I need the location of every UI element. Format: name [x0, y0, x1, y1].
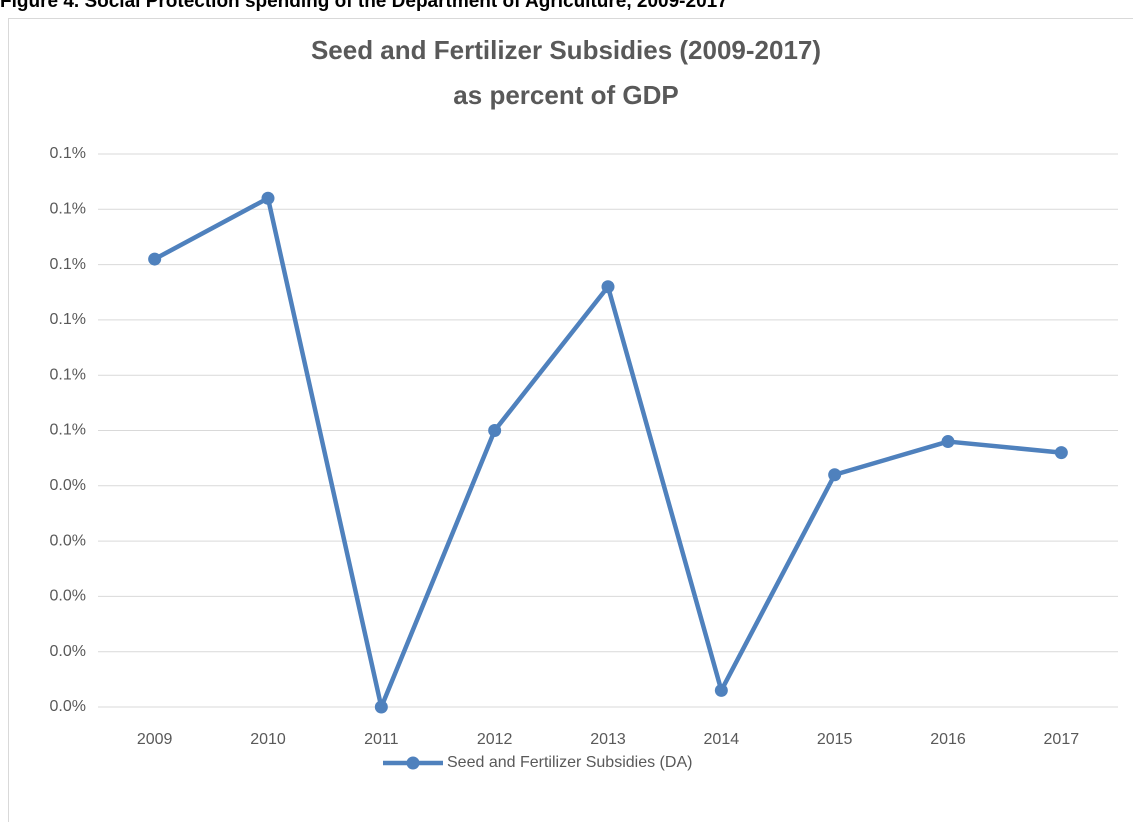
- point: [715, 684, 728, 697]
- y-tick-label: 0.1%: [50, 366, 86, 383]
- y-tick-label: 0.0%: [50, 698, 86, 715]
- y-tick-label: 0.0%: [50, 643, 86, 660]
- point: [488, 424, 501, 437]
- y-tick-label: 0.0%: [50, 477, 86, 494]
- y-tick-label: 0.1%: [50, 201, 86, 218]
- x-tick-label: 2015: [817, 731, 853, 748]
- y-tick-label: 0.0%: [50, 532, 86, 549]
- point: [1055, 446, 1068, 459]
- y-tick-label: 0.0%: [50, 588, 86, 605]
- x-tick-label: 2011: [364, 731, 399, 748]
- x-tick-label: 2009: [137, 731, 173, 748]
- legend-label: Seed and Fertilizer Subsidies (DA): [447, 754, 692, 771]
- x-tick-label: 2010: [250, 731, 286, 748]
- point: [148, 253, 161, 266]
- y-tick-label: 0.1%: [50, 145, 86, 162]
- point: [828, 468, 841, 481]
- point: [375, 701, 388, 714]
- y-tick-label: 0.1%: [50, 256, 86, 273]
- figure-caption: Figure 4. Social Protection spending of …: [0, 0, 728, 12]
- point: [602, 280, 615, 293]
- chart-subtitle: as percent of GDP: [453, 80, 678, 110]
- y-tick-label: 0.1%: [50, 311, 86, 328]
- point: [942, 435, 955, 448]
- x-tick-label: 2012: [477, 731, 513, 748]
- chart-title: Seed and Fertilizer Subsidies (2009-2017…: [311, 35, 821, 65]
- x-tick-label: 2013: [590, 731, 626, 748]
- chart-frame: [9, 19, 1133, 823]
- y-tick-label: 0.1%: [50, 422, 86, 439]
- x-tick-label: 2014: [704, 731, 740, 748]
- point: [262, 192, 275, 205]
- x-tick-label: 2017: [1044, 731, 1080, 748]
- x-tick-label: 2016: [930, 731, 966, 748]
- legend-marker: [407, 757, 420, 770]
